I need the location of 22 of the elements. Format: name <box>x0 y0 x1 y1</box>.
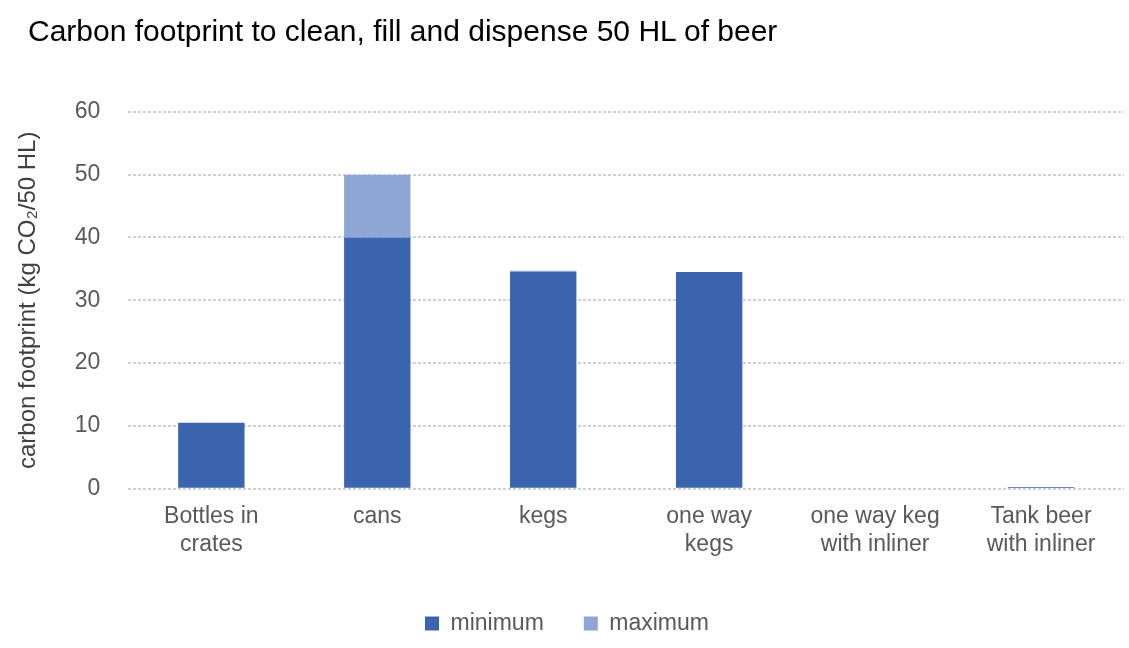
bar <box>675 272 743 488</box>
bar <box>344 237 411 488</box>
x-tick-label: one way kegs <box>666 501 753 556</box>
x-tick-label: cans <box>352 501 402 528</box>
y-tick-label: 50 <box>74 159 101 186</box>
y-tick-label: 60 <box>74 97 101 124</box>
y-tick-label: 30 <box>74 285 101 312</box>
y-tick-label: 10 <box>74 411 101 438</box>
y-tick-label: 20 <box>74 348 101 375</box>
y-axis-title: carbon footprint (kg CO₂/50 HL) <box>13 131 41 470</box>
legend-label: minimum <box>450 608 544 635</box>
legend-label: maximum <box>609 608 709 635</box>
x-tick-label: one way keg with inliner <box>810 501 940 556</box>
x-tick-label: kegs <box>518 501 568 528</box>
bar <box>344 174 411 238</box>
y-tick-label: 40 <box>74 222 101 249</box>
x-tick-label: Tank beer with inliner <box>985 501 1096 556</box>
bar <box>178 422 245 488</box>
x-tick-label: Bottles in crates <box>164 501 259 556</box>
y-tick-label: 0 <box>87 474 101 501</box>
chart-title: Carbon footprint to clean, fill and dispense 50 HL of beer <box>28 14 778 48</box>
bar <box>510 272 577 488</box>
